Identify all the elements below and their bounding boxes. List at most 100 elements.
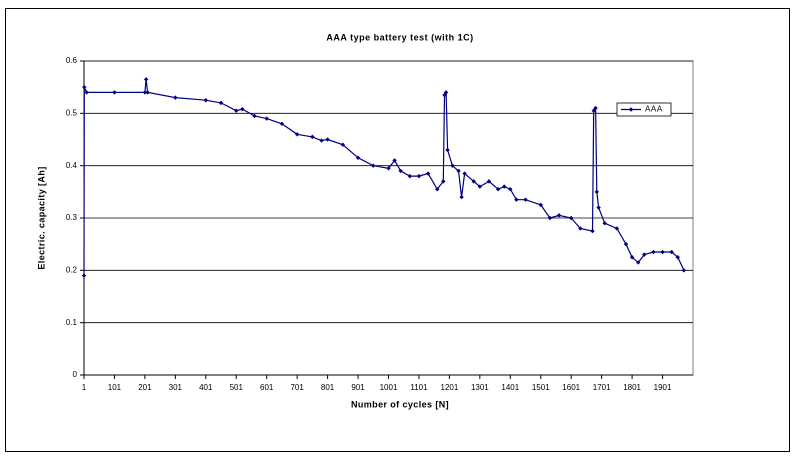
data-point — [660, 249, 665, 255]
x-tick-label: 1 — [82, 383, 87, 392]
y-tick-label: 0.3 — [66, 213, 78, 222]
data-point — [240, 106, 245, 112]
y-tick-label: 0.2 — [66, 265, 78, 274]
data-point — [642, 252, 647, 257]
data-point — [590, 228, 595, 234]
data-point — [675, 255, 680, 260]
data-point — [143, 77, 149, 82]
data-point — [319, 138, 324, 143]
x-tick-label: 301 — [169, 383, 183, 392]
data-point — [502, 184, 507, 189]
data-point — [416, 173, 422, 179]
y-axis-title: Electric. capacity [Ah] — [36, 166, 46, 269]
data-point — [523, 197, 528, 202]
y-tick-label: 0 — [73, 370, 78, 379]
x-tick-label: 1701 — [593, 383, 611, 392]
x-tick-label: 1301 — [471, 383, 489, 392]
x-tick-label: 701 — [290, 383, 304, 392]
data-point — [386, 166, 391, 171]
data-point — [486, 179, 492, 184]
data-point — [310, 134, 315, 140]
y-tick-label: 0.5 — [66, 108, 78, 117]
data-point — [84, 90, 89, 95]
data-point — [81, 273, 87, 278]
data-point — [145, 90, 150, 95]
data-point — [547, 215, 553, 221]
data-point — [578, 226, 583, 231]
data-point — [456, 168, 461, 174]
data-point — [459, 194, 464, 200]
data-point — [425, 171, 431, 176]
data-point — [508, 187, 513, 192]
x-axis-title: Number of cycles [N] — [351, 399, 449, 409]
data-point — [614, 226, 620, 231]
data-point — [234, 108, 239, 113]
x-tick-label: 901 — [351, 383, 365, 392]
data-point — [279, 121, 285, 126]
data-point — [294, 132, 300, 137]
y-tick-label: 0.6 — [66, 56, 78, 65]
chart-border — [5, 8, 790, 452]
data-point — [591, 108, 596, 113]
data-point — [325, 137, 330, 142]
data-point — [340, 142, 346, 147]
y-tick-label: 0.1 — [66, 318, 78, 327]
x-tick-label: 1501 — [532, 383, 550, 392]
x-tick-label: 401 — [199, 383, 213, 392]
data-point — [142, 90, 148, 95]
legend-label: AAA — [645, 105, 663, 114]
data-point — [443, 90, 449, 95]
x-tick-label: 201 — [138, 383, 152, 392]
y-tick-label: 0.4 — [66, 161, 78, 170]
x-tick-label: 501 — [230, 383, 244, 392]
data-point — [218, 100, 224, 106]
data-point — [629, 255, 635, 260]
data-point — [398, 168, 403, 174]
data-point — [407, 173, 413, 179]
data-point — [371, 163, 376, 168]
data-point — [252, 113, 257, 119]
data-point — [651, 249, 656, 255]
data-point — [445, 147, 450, 153]
data-point — [82, 84, 87, 90]
data-point — [441, 179, 446, 184]
legend-box — [616, 102, 672, 117]
data-point — [623, 241, 629, 247]
data-point — [477, 184, 483, 189]
x-tick-label: 1201 — [441, 383, 459, 392]
data-point — [593, 105, 598, 111]
x-tick-label: 1101 — [410, 383, 428, 392]
data-point — [681, 268, 687, 273]
legend: AAA — [616, 102, 672, 117]
x-tick-label: 1601 — [562, 383, 580, 392]
data-point — [596, 205, 601, 210]
data-point — [264, 116, 269, 121]
data-point — [112, 90, 117, 95]
data-point — [669, 249, 674, 255]
data-point — [514, 197, 519, 202]
data-point — [602, 221, 607, 226]
x-tick-label: 1901 — [654, 383, 672, 392]
x-tick-label: 1801 — [623, 383, 641, 392]
x-tick-label: 601 — [260, 383, 274, 392]
data-point — [556, 213, 562, 218]
x-tick-label: 801 — [321, 383, 335, 392]
data-point — [462, 171, 467, 176]
legend-marker — [628, 107, 634, 112]
data-point — [450, 163, 455, 168]
chart-title: AAA type battery test (with 1C) — [326, 32, 473, 42]
data-point — [495, 187, 501, 192]
x-tick-label: 101 — [108, 383, 122, 392]
data-point — [594, 189, 599, 195]
x-tick-label: 1001 — [380, 383, 398, 392]
data-point — [203, 98, 208, 103]
data-point — [435, 187, 440, 192]
x-tick-label: 1401 — [501, 383, 519, 392]
data-point — [569, 215, 574, 221]
data-point — [538, 202, 543, 208]
data-point — [635, 260, 641, 265]
data-point — [355, 155, 361, 161]
data-point — [471, 179, 476, 184]
data-point — [392, 158, 397, 163]
